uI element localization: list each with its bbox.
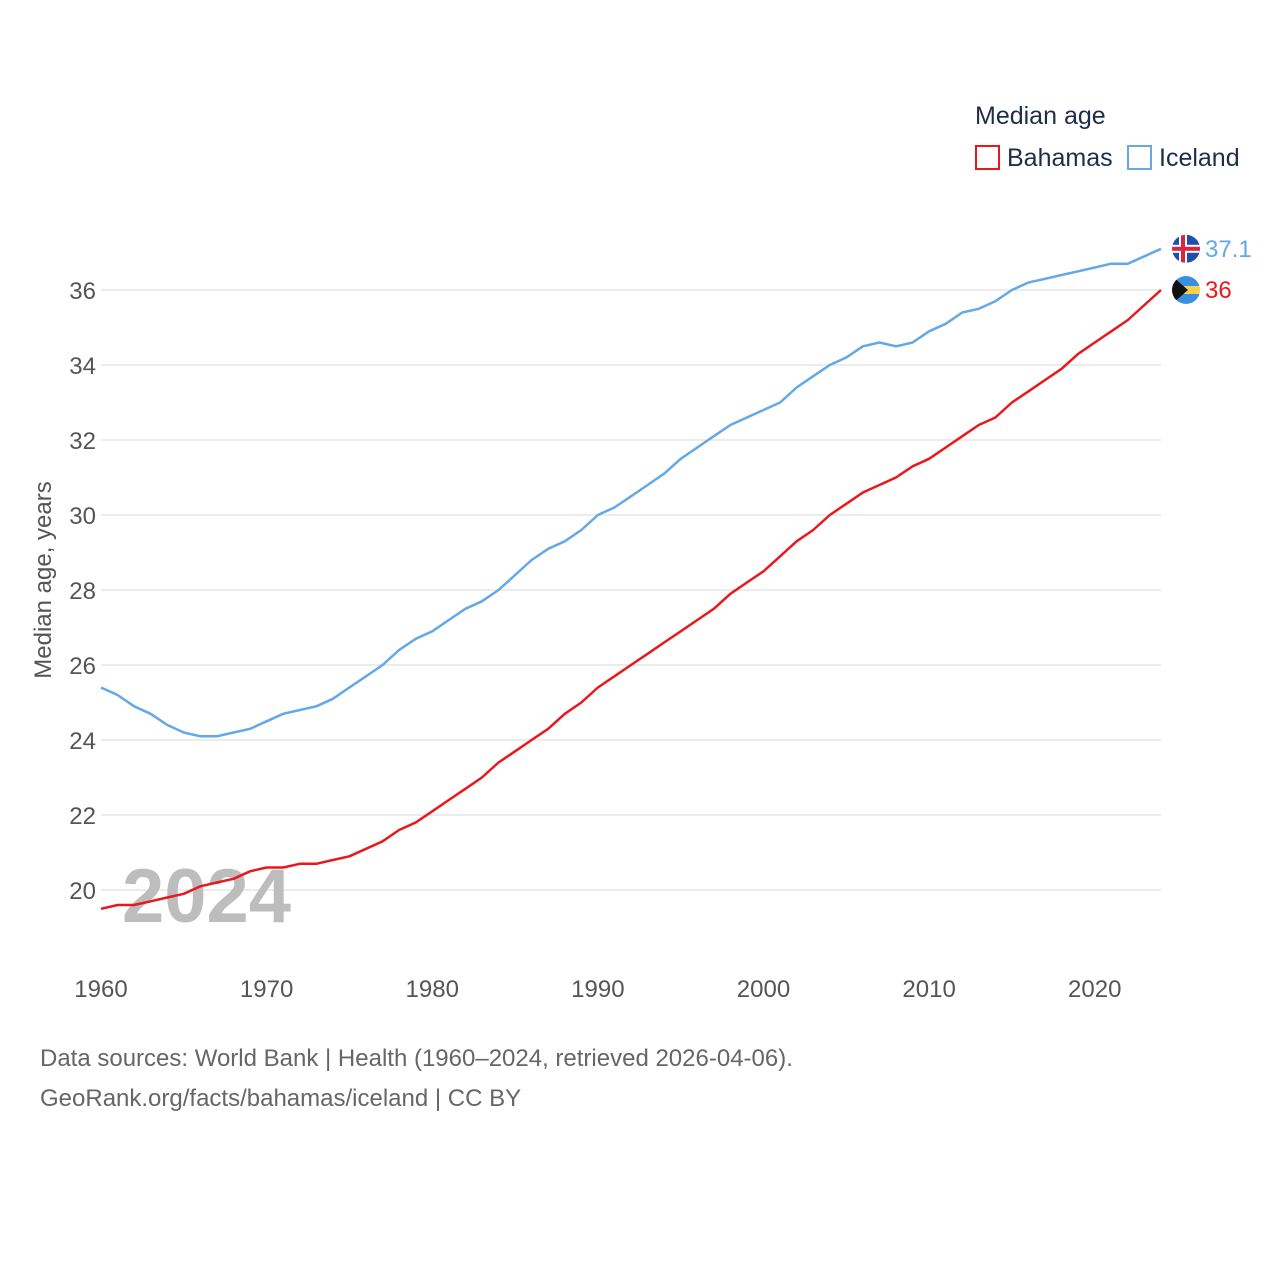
y-tick-label-24: 24 [69,728,96,755]
data-source-note: Data sources: World Bank | Health (1960–… [40,1045,793,1072]
y-tick-label-36: 36 [69,278,96,305]
y-axis-ticks: 20 22 24 26 28 30 32 34 36 [69,278,96,905]
legend-item-iceland[interactable]: Iceland [1127,144,1240,172]
legend-label-iceland: Iceland [1159,144,1240,172]
attribution-link[interactable]: GeoRank.org/facts/bahamas/iceland | CC B… [40,1085,522,1112]
x-tick-label-2020: 2020 [1068,976,1121,1003]
legend-swatch-bahamas [975,145,1000,170]
end-labels: 36 37.1 [1205,236,1252,304]
legend-label-bahamas: Bahamas [1007,144,1113,172]
y-tick-label-34: 34 [69,353,96,380]
bahamas-flag-icon [1172,276,1200,304]
y-tick-label-28: 28 [69,578,96,605]
y-tick-label-32: 32 [69,428,96,455]
x-tick-label-1990: 1990 [571,976,624,1003]
y-tick-label-22: 22 [69,803,96,830]
legend-title: Median age [975,102,1106,130]
x-tick-label-2010: 2010 [902,976,955,1003]
end-label-iceland: 37.1 [1205,236,1252,263]
y-tick-label-20: 20 [69,878,96,905]
end-label-bahamas: 36 [1205,277,1232,304]
legend-item-bahamas[interactable]: Bahamas [975,144,1113,172]
x-tick-label-1960: 1960 [74,976,127,1003]
y-axis-title: Median age, years [30,481,57,678]
x-tick-label-2000: 2000 [737,976,790,1003]
y-tick-label-26: 26 [69,653,96,680]
series-line-iceland [100,247,1162,738]
x-tick-label-1980: 1980 [406,976,459,1003]
x-tick-label-1970: 1970 [240,976,293,1003]
x-axis-ticks: 1960 1970 1980 1990 2000 2010 2020 [74,976,1121,1003]
gridlines [101,289,1161,891]
legend-swatch-iceland [1127,145,1152,170]
y-tick-label-30: 30 [69,503,96,530]
series-lines [100,247,1162,911]
legend: Median age Bahamas Iceland [975,102,1240,172]
series-line-bahamas [100,289,1162,911]
iceland-flag-icon [1172,234,1200,263]
